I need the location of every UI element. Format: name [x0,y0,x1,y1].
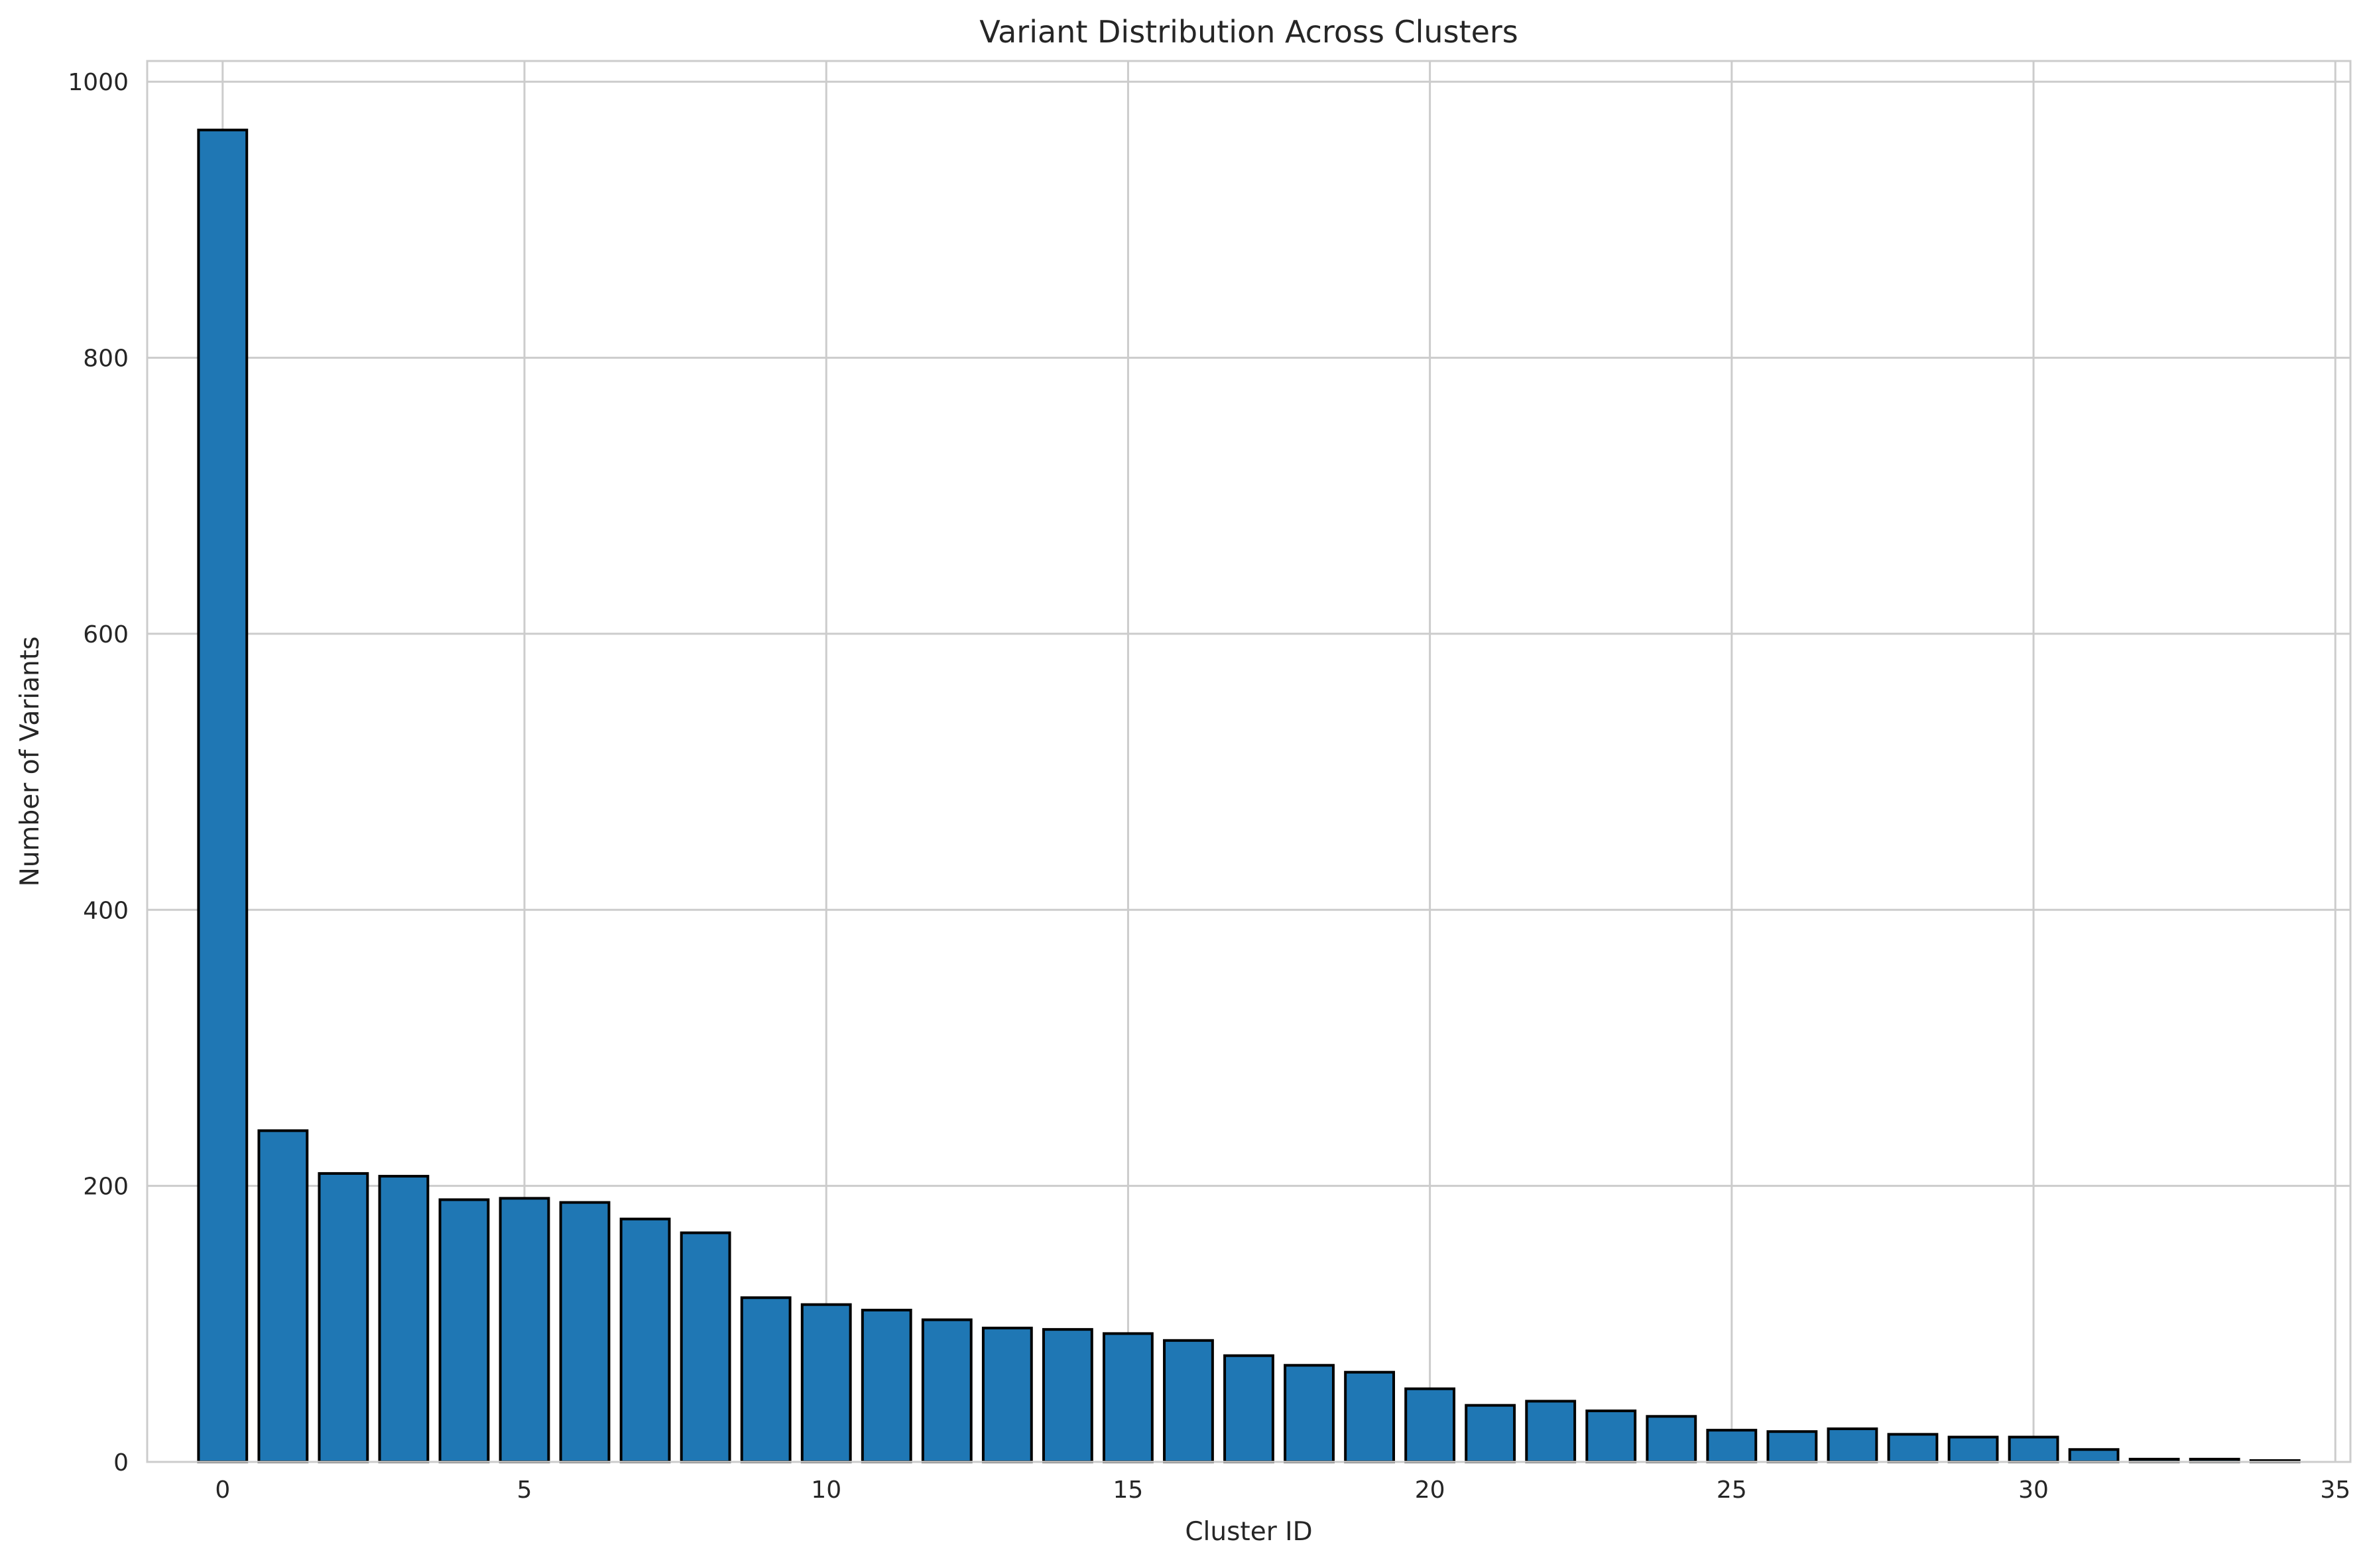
x-tick-label: 5 [517,1477,532,1504]
x-tick-label: 0 [215,1477,230,1504]
bar-cluster-30 [2008,1435,2059,1463]
y-tick-label: 800 [83,345,129,373]
bar-cluster-28 [1887,1433,1939,1463]
bar-cluster-14 [1042,1328,1093,1464]
bar-cluster-12 [921,1318,973,1464]
bar-cluster-22 [1525,1400,1577,1463]
bar-cluster-25 [1706,1429,1758,1463]
bar-cluster-15 [1103,1332,1154,1463]
bar-cluster-19 [1344,1370,1395,1464]
y-tick-label: 200 [83,1174,129,1201]
bar-cluster-7 [619,1217,671,1464]
bar-cluster-5 [499,1197,550,1463]
x-tick-label: 15 [1113,1477,1144,1504]
bar-cluster-2 [318,1172,369,1463]
bar-cluster-24 [1646,1415,1697,1464]
bar-cluster-20 [1404,1387,1456,1464]
bar-cluster-4 [438,1198,490,1463]
bar-cluster-21 [1465,1404,1516,1463]
y-tick-label: 400 [83,897,129,924]
bar-cluster-31 [2068,1448,2120,1464]
bar-cluster-11 [861,1309,912,1463]
y-tick-labels: 0 200 400 600 800 1000 [68,69,129,1477]
x-tick-label: 30 [2018,1477,2049,1504]
bar-cluster-3 [378,1175,430,1463]
bar-cluster-0 [197,129,249,1464]
chart-title: Variant Distribution Across Clusters [979,14,1518,50]
x-axis-label: Cluster ID [1185,1517,1312,1547]
y-tick-label: 1000 [68,69,129,96]
x-tick-labels: 0 5 10 15 20 25 30 35 [215,1477,2350,1504]
bars [197,129,2301,1464]
bar-cluster-29 [1947,1435,1999,1463]
plot-frame [146,60,2352,1463]
bar-cluster-23 [1585,1409,1637,1463]
bar-cluster-16 [1163,1339,1214,1464]
bar-cluster-17 [1223,1354,1274,1464]
bar-cluster-18 [1284,1364,1335,1464]
y-tick-label: 600 [83,621,129,648]
bar-cluster-13 [981,1327,1033,1464]
bar-cluster-6 [559,1201,611,1463]
bar-cluster-10 [800,1303,852,1464]
y-axis-label: Number of Variants [15,636,45,887]
bar-cluster-1 [257,1129,309,1463]
bar-cluster-9 [740,1296,792,1463]
x-tick-label: 10 [811,1477,841,1504]
x-tick-label: 25 [1717,1477,1747,1504]
x-tick-label: 20 [1415,1477,1445,1504]
bar-cluster-26 [1766,1430,1818,1463]
bar-cluster-27 [1827,1427,1878,1463]
bar-cluster-8 [680,1231,731,1464]
y-tick-label: 0 [113,1449,129,1477]
x-tick-label: 35 [2320,1477,2350,1504]
